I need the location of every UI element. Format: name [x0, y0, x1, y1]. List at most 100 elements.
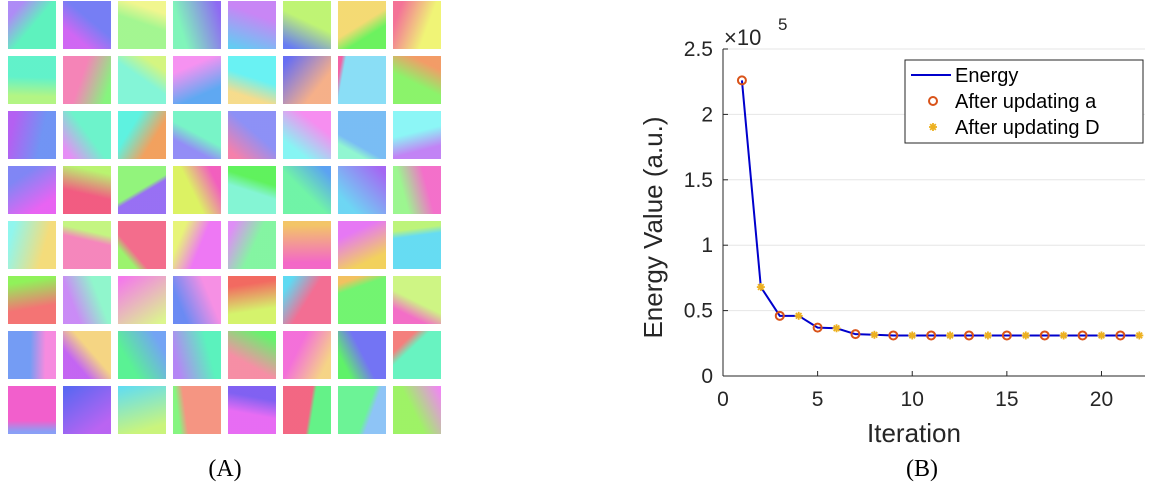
circle-marker — [812, 322, 823, 333]
image-tile — [118, 1, 166, 49]
x-tick-label: 10 — [901, 388, 924, 411]
image-tile — [173, 56, 221, 104]
star-marker — [794, 311, 803, 320]
image-tile — [63, 386, 111, 434]
image-tile — [173, 1, 221, 49]
panel-label: (B) — [906, 456, 938, 482]
image-grid — [8, 1, 441, 434]
x-tick-label: 15 — [995, 388, 1018, 411]
image-tile — [118, 386, 166, 434]
image-tile — [8, 1, 56, 49]
legend-swatch — [928, 96, 938, 106]
image-tile — [393, 56, 441, 104]
image-tile — [393, 331, 441, 379]
image-tile — [8, 56, 56, 104]
image-tile — [393, 221, 441, 269]
star-stroke — [929, 123, 937, 131]
image-tile — [228, 166, 276, 214]
image-tile — [283, 386, 331, 434]
image-tile — [393, 166, 441, 214]
image-tile — [8, 276, 56, 324]
image-tile — [228, 386, 276, 434]
image-tile — [283, 221, 331, 269]
y-tick-label: 2 — [701, 103, 713, 126]
image-tile — [228, 1, 276, 49]
circle-marker — [926, 330, 937, 341]
image-tile — [228, 111, 276, 159]
image-tile — [173, 331, 221, 379]
legend-label: After updating a — [955, 91, 1097, 113]
image-tile — [228, 56, 276, 104]
image-tile — [63, 56, 111, 104]
star-stroke — [870, 331, 878, 339]
image-tile — [8, 386, 56, 434]
image-tile — [283, 1, 331, 49]
image-tile — [63, 276, 111, 324]
image-tile — [173, 276, 221, 324]
image-tile — [283, 166, 331, 214]
image-tile — [338, 331, 386, 379]
circle-marker — [1115, 330, 1126, 341]
circle-marker — [736, 75, 747, 86]
image-tile — [338, 276, 386, 324]
x-tick-label: 20 — [1090, 388, 1113, 411]
image-tile — [283, 331, 331, 379]
y-tick-label: 0 — [701, 365, 713, 388]
y-tick-label: 0.5 — [684, 300, 713, 323]
image-tile — [118, 111, 166, 159]
circle-marker — [1001, 330, 1012, 341]
star-marker — [832, 324, 841, 333]
circle-marker — [964, 330, 975, 341]
series-line — [740, 80, 1140, 337]
image-tile — [338, 386, 386, 434]
image-tile — [338, 56, 386, 104]
image-tile — [63, 1, 111, 49]
image-tile — [63, 221, 111, 269]
star-marker — [946, 331, 955, 340]
image-tile — [173, 111, 221, 159]
image-tile — [63, 331, 111, 379]
image-tile — [173, 386, 221, 434]
circle-marker — [1077, 330, 1088, 341]
x-axis-label: Iteration — [867, 418, 961, 448]
star-marker — [908, 331, 917, 340]
image-tile — [393, 386, 441, 434]
image-tile — [63, 166, 111, 214]
image-tile — [118, 221, 166, 269]
image-tile — [173, 166, 221, 214]
star-marker — [870, 330, 879, 339]
star-stroke — [757, 283, 765, 291]
image-tile — [393, 111, 441, 159]
circle-marker — [1039, 330, 1050, 341]
image-tile — [228, 276, 276, 324]
panel-label: (A) — [208, 456, 241, 482]
star-stroke — [1060, 331, 1068, 339]
image-tile — [8, 111, 56, 159]
star-stroke — [946, 331, 954, 339]
image-tile — [393, 1, 441, 49]
star-marker — [1135, 331, 1144, 340]
legend-swatch — [929, 123, 937, 131]
image-tile — [8, 331, 56, 379]
image-tile — [228, 221, 276, 269]
star-stroke — [1135, 331, 1143, 339]
image-tile — [228, 331, 276, 379]
x-tick-label: 5 — [812, 388, 824, 411]
star-stroke — [1098, 331, 1105, 339]
star-stroke — [1022, 331, 1030, 339]
image-tile — [338, 1, 386, 49]
y-axis-label: Energy Value (a.u.) — [638, 116, 668, 338]
image-tile — [173, 221, 221, 269]
star-stroke — [833, 324, 841, 332]
circle-marker — [850, 329, 861, 340]
y-tick-label: 2.5 — [684, 38, 713, 61]
y-tick-label: 1.5 — [684, 169, 713, 192]
image-tile — [118, 276, 166, 324]
star-stroke — [908, 331, 916, 339]
image-tile — [283, 111, 331, 159]
legend-label: After updating D — [955, 117, 1100, 139]
image-tile — [118, 56, 166, 104]
star-marker — [756, 283, 765, 292]
image-tile — [338, 111, 386, 159]
